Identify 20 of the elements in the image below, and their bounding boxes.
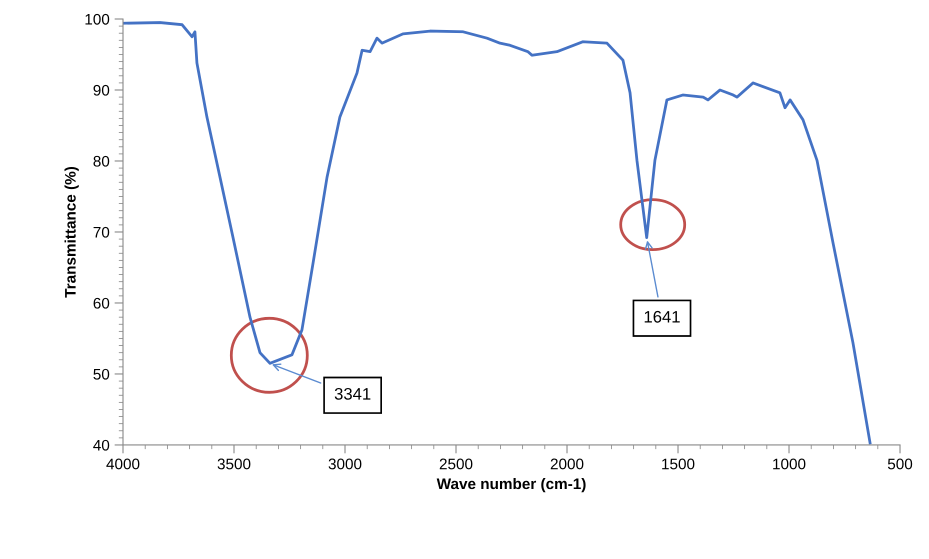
y-tick-label: 40: [93, 440, 110, 451]
x-tick-label: 2500: [440, 458, 472, 470]
x-tick-label: 500: [888, 458, 912, 470]
y-tick-label: 100: [85, 14, 110, 25]
x-tick-label: 3000: [328, 458, 362, 470]
y-tick-label: 50: [93, 368, 110, 380]
annotation: 1641: [644, 310, 680, 323]
y-tick-label: 80: [93, 156, 110, 167]
x-axis-title: Wave number (cm-1): [436, 478, 586, 492]
x-tick-label: 1500: [662, 458, 694, 470]
line-series: [123, 21, 872, 444]
y-tick-label: 90: [94, 84, 110, 96]
y-axis-title: Transmittance (%): [64, 166, 79, 298]
y-tick-label: 70: [94, 226, 110, 238]
x-tick-label: 3500: [218, 458, 250, 470]
annotation: 3341: [334, 388, 370, 400]
y-tick-label: 60: [94, 298, 110, 309]
x-tick-label: 1000: [773, 458, 806, 470]
x-tick-label: 4000: [106, 458, 140, 470]
x-tick-label: 2000: [550, 458, 584, 470]
